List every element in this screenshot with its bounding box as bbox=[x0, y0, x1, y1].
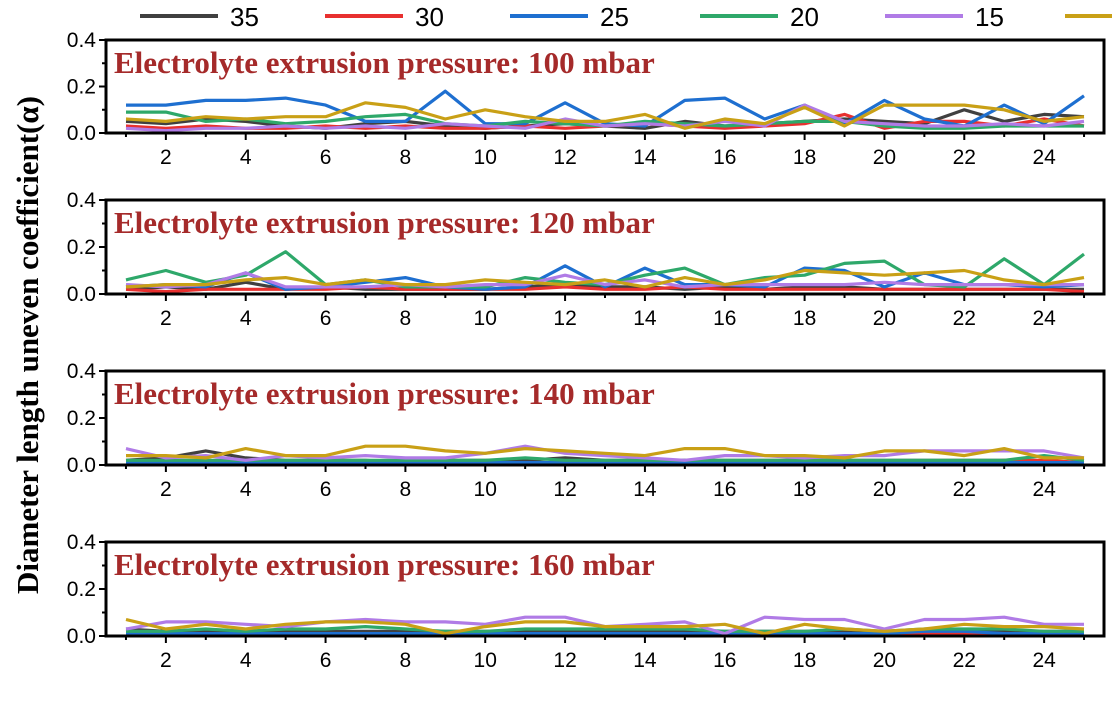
series-line-15-panel-1 bbox=[125, 103, 1085, 133]
x-tick-label: 2 bbox=[160, 478, 172, 501]
series-line-10-panel-3 bbox=[126, 444, 1084, 460]
x-tick-label: 4 bbox=[240, 478, 252, 501]
x-tick-label: 18 bbox=[793, 146, 816, 169]
x-tick-label: 14 bbox=[633, 478, 657, 501]
x-tick-label: 20 bbox=[873, 649, 896, 672]
x-tick-label: 20 bbox=[873, 478, 896, 501]
x-tick-label: 18 bbox=[793, 478, 816, 501]
x-tick-label: 16 bbox=[713, 307, 736, 330]
x-tick-label: 10 bbox=[474, 146, 497, 169]
x-tick-label: 24 bbox=[1032, 649, 1056, 672]
y-tick-label: 0.2 bbox=[67, 236, 96, 259]
series-line-20-panel-3 bbox=[126, 454, 1085, 462]
series-line-10-panel-2 bbox=[125, 268, 1085, 289]
x-tick-label: 18 bbox=[793, 307, 816, 330]
legend-label-30: 30 bbox=[415, 2, 444, 32]
x-tick-label: 24 bbox=[1032, 478, 1056, 501]
series-line-25-panel-1 bbox=[126, 89, 1085, 128]
x-tick-label: 8 bbox=[400, 649, 412, 672]
y-tick-label: 0.4 bbox=[67, 29, 97, 52]
x-tick-label: 14 bbox=[633, 146, 657, 169]
x-tick-label: 16 bbox=[713, 146, 736, 169]
x-tick-label: 6 bbox=[320, 478, 332, 501]
x-tick-label: 6 bbox=[320, 307, 332, 330]
legend-label-25: 25 bbox=[600, 2, 629, 32]
x-tick-label: 14 bbox=[633, 649, 657, 672]
x-tick-label: 2 bbox=[160, 649, 172, 672]
x-tick-label: 20 bbox=[873, 146, 896, 169]
x-tick-label: 10 bbox=[474, 307, 497, 330]
x-tick-label: 16 bbox=[713, 649, 736, 672]
x-tick-label: 16 bbox=[713, 478, 736, 501]
x-tick-label: 22 bbox=[953, 649, 976, 672]
x-tick-label: 10 bbox=[474, 478, 497, 501]
y-tick-label: 0.0 bbox=[67, 625, 96, 648]
x-tick-label: 10 bbox=[474, 649, 497, 672]
panel-title: Electrolyte extrusion pressure: 120 mbar bbox=[114, 205, 655, 240]
x-tick-label: 6 bbox=[320, 649, 332, 672]
x-tick-label: 12 bbox=[553, 478, 576, 501]
x-tick-label: 20 bbox=[873, 307, 896, 330]
panel-title: Electrolyte extrusion pressure: 160 mbar bbox=[114, 547, 655, 582]
y-tick-label: 0.4 bbox=[67, 360, 97, 383]
x-tick-label: 24 bbox=[1032, 146, 1056, 169]
panel-1: 0.00.20.42 4 6 8 10 12 14 16 18 20 22 24Electrolyte… bbox=[67, 29, 1106, 169]
x-tick-label: 14 bbox=[633, 307, 657, 330]
y-axis-label: Diameter length uneven coefficient(α) bbox=[10, 96, 45, 594]
x-tick-label: 4 bbox=[240, 307, 252, 330]
series-line-15-panel-2 bbox=[125, 271, 1084, 289]
x-tick-label: 6 bbox=[320, 146, 332, 169]
y-tick-label: 0.4 bbox=[67, 189, 97, 212]
panel-title: Electrolyte extrusion pressure: 100 mbar bbox=[114, 45, 655, 80]
legend-label-20: 20 bbox=[790, 2, 819, 32]
panels: 0.00.20.42 4 6 8 10 12 14 16 18 20 22 24Electrolyte… bbox=[67, 29, 1106, 672]
y-tick-label: 0.2 bbox=[67, 578, 96, 601]
x-tick-label: 2 bbox=[160, 307, 172, 330]
x-tick-label: 22 bbox=[953, 307, 976, 330]
legend-label-15: 15 bbox=[975, 2, 1004, 32]
x-tick-label: 22 bbox=[953, 478, 976, 501]
y-tick-label: 0.2 bbox=[67, 407, 96, 430]
panel-4: 0.00.20.42 4 6 8 10 12 14 16 18 20 22 24Electrolyte… bbox=[67, 531, 1106, 672]
x-tick-label: 4 bbox=[240, 649, 252, 672]
x-tick-label: 12 bbox=[553, 146, 576, 169]
series-line-10-panel-4 bbox=[125, 617, 1085, 636]
y-tick-label: 0.4 bbox=[67, 531, 97, 554]
legend: 353025201510 bbox=[140, 2, 1112, 32]
x-tick-label: 4 bbox=[240, 146, 252, 169]
x-tick-label: 18 bbox=[793, 649, 816, 672]
panel-2: 0.00.20.42 4 6 8 10 12 14 16 18 20 22 24Electrolyte… bbox=[67, 189, 1106, 330]
x-tick-label: 8 bbox=[400, 146, 412, 169]
series-line-10-panel-1 bbox=[125, 101, 1085, 130]
panel-title: Electrolyte extrusion pressure: 140 mbar bbox=[114, 376, 655, 411]
x-tick-label: 22 bbox=[953, 146, 976, 169]
y-tick-label: 0.0 bbox=[67, 122, 96, 145]
panel-3: 0.00.20.42 4 6 8 10 12 14 16 18 20 22 24Electrolyte… bbox=[67, 360, 1106, 501]
x-tick-label: 8 bbox=[400, 478, 412, 501]
x-tick-label: 2 bbox=[160, 146, 172, 169]
series-line-25-panel-4 bbox=[126, 629, 1084, 636]
legend-label-35: 35 bbox=[230, 2, 259, 32]
y-tick-label: 0.0 bbox=[67, 283, 96, 306]
y-tick-label: 0.2 bbox=[67, 76, 96, 99]
x-tick-label: 8 bbox=[400, 307, 412, 330]
x-tick-label: 24 bbox=[1032, 307, 1056, 330]
x-tick-label: 12 bbox=[553, 307, 576, 330]
y-tick-label: 0.0 bbox=[67, 454, 96, 477]
x-tick-label: 12 bbox=[553, 649, 576, 672]
